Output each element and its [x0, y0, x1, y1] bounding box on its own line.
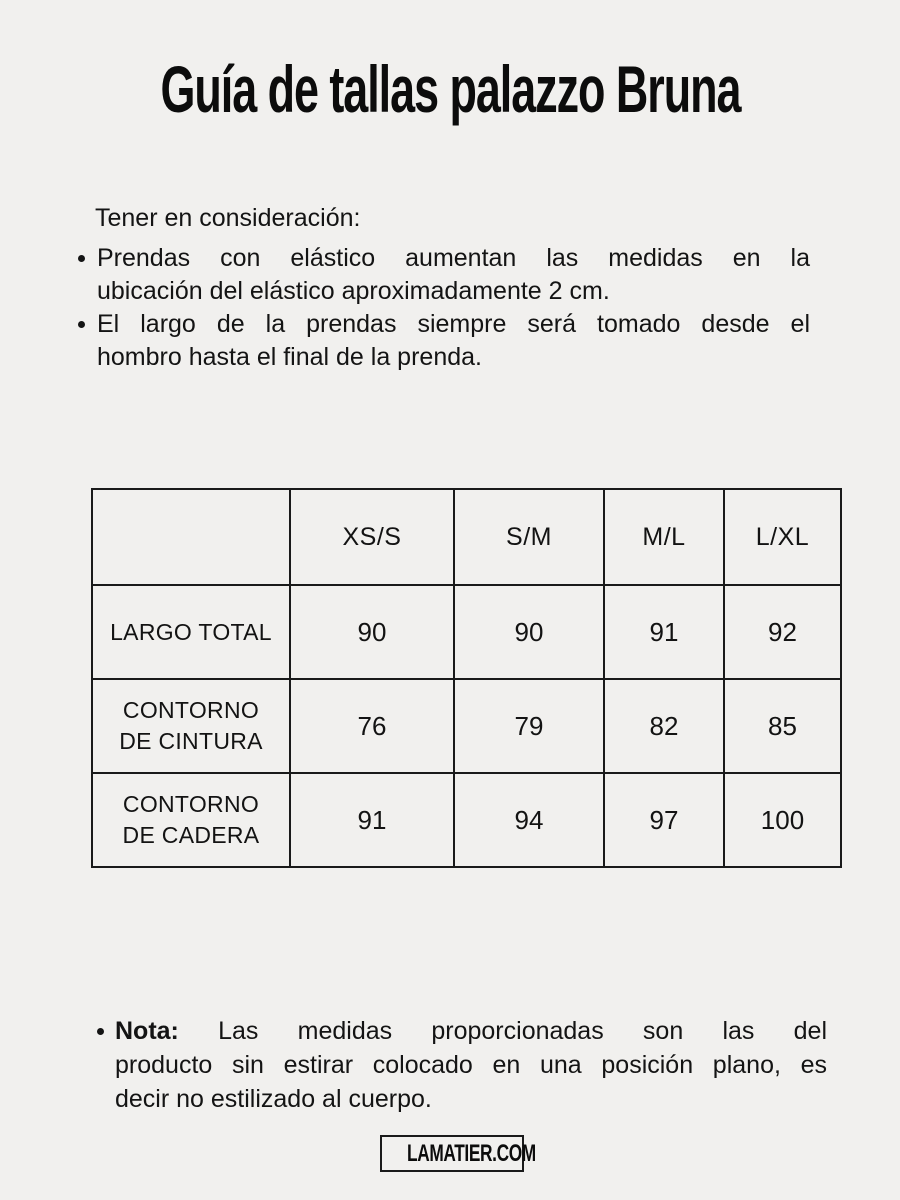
value-cell: 97 — [603, 772, 725, 868]
value-cell: 100 — [723, 772, 842, 868]
value-cell: 92 — [723, 584, 842, 680]
value-cell: 91 — [289, 772, 455, 868]
value-cell: 90 — [453, 584, 605, 680]
value-cell: 90 — [289, 584, 455, 680]
note-section: Nota: Las medidas proporcionadas son las… — [97, 1014, 827, 1116]
table-row: CONTORNO DE CADERA 91 94 97 100 — [91, 772, 842, 868]
value-cell: 79 — [453, 678, 605, 774]
note-line: decir no estilizado al cuerpo. — [115, 1085, 432, 1113]
brand-label: LAMATIER.COM — [407, 1140, 536, 1167]
bullet-line: El largo de la prendas siempre será toma… — [97, 310, 810, 338]
note-bold-prefix: Nota: — [115, 1017, 179, 1045]
bullet-line: Prendas con elástico aumentan las medida… — [97, 244, 810, 272]
bullet-text: El largo de la prendas siempre será toma… — [97, 308, 810, 374]
bullet-dot-icon — [97, 1014, 115, 1116]
size-table: XS/S S/M M/L L/XL LARGO TOTAL 90 90 91 9… — [91, 488, 842, 868]
size-table-header-row: XS/S S/M M/L L/XL — [91, 488, 842, 586]
bullet-dot-icon — [78, 242, 97, 308]
note-line: Nota: Las medidas proporcionadas son las… — [115, 1014, 827, 1048]
size-column-header: XS/S — [289, 488, 455, 586]
value-cell: 91 — [603, 584, 725, 680]
consideration-bullet-2: El largo de la prendas siempre será toma… — [78, 308, 810, 374]
note-text: Nota: Las medidas proporcionadas son las… — [115, 1014, 827, 1116]
brand-badge: LAMATIER.COM — [380, 1135, 536, 1172]
bullet-line: ubicación del elástico aproximadamente 2… — [97, 277, 610, 305]
size-column-header: M/L — [603, 488, 725, 586]
considerations-heading: Tener en consideración: — [95, 204, 361, 232]
bullet-dot-icon — [78, 308, 97, 374]
value-cell: 76 — [289, 678, 455, 774]
value-cell: 94 — [453, 772, 605, 868]
bullet-text: Prendas con elástico aumentan las medida… — [97, 242, 810, 308]
table-row: CONTORNO DE CINTURA 76 79 82 85 — [91, 678, 842, 774]
considerations-section: Tener en consideración: Prendas con elás… — [78, 202, 810, 374]
table-row: LARGO TOTAL 90 90 91 92 — [91, 584, 842, 680]
value-cell: 85 — [723, 678, 842, 774]
bullet-line: hombro hasta el final de la prenda. — [97, 343, 482, 371]
page-title-text: Guía de tallas palazzo Bruna — [160, 52, 741, 126]
row-label-cell: LARGO TOTAL — [91, 584, 291, 680]
row-label-cell: CONTORNO DE CINTURA — [91, 678, 291, 774]
note-line: producto sin estirar colocado en una pos… — [115, 1051, 827, 1079]
size-column-header: L/XL — [723, 488, 842, 586]
size-column-header: S/M — [453, 488, 605, 586]
note-line-rest: Las medidas proporcionadas son las del — [218, 1017, 828, 1045]
page-title: Guía de tallas palazzo Bruna — [0, 56, 900, 122]
value-cell: 82 — [603, 678, 725, 774]
row-label-cell: CONTORNO DE CADERA — [91, 772, 291, 868]
size-table-corner-cell — [91, 488, 291, 586]
consideration-bullet-1: Prendas con elástico aumentan las medida… — [78, 242, 810, 308]
